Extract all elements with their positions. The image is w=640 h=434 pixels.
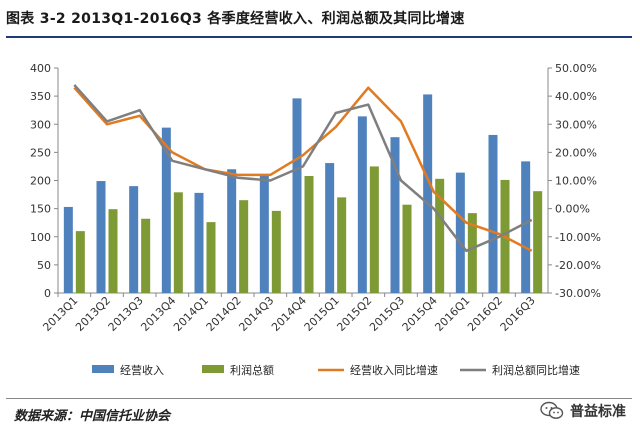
wechat-icon (540, 401, 564, 419)
legend-label: 经营收入 (120, 363, 164, 377)
bar-profit (75, 231, 85, 293)
bar-revenue (259, 174, 269, 293)
y-right-tick-label: 40.00% (555, 90, 597, 103)
y-right-tick-label: 0.00% (555, 203, 590, 216)
title-divider (6, 36, 632, 38)
bar-revenue (488, 134, 498, 293)
bar-revenue (390, 137, 400, 293)
watermark-text: 普益标准 (570, 404, 626, 420)
x-tick-label: 2016Q2 (465, 294, 505, 334)
legend-label: 利润总额 (230, 363, 274, 377)
bar-profit (467, 213, 477, 293)
bar-revenue (227, 169, 237, 293)
bar-revenue (292, 98, 302, 293)
x-tick-label: 2015Q1 (302, 294, 342, 334)
bar-profit (533, 191, 543, 293)
watermark: 普益标准 (540, 401, 626, 421)
y-right-tick-label: -10.00% (555, 231, 601, 244)
y-left-tick-label: 50 (37, 259, 51, 272)
legend-label: 利润总额同比增速 (492, 363, 580, 377)
bar-profit (239, 200, 249, 293)
y-right-tick-label: 10.00% (555, 175, 597, 188)
bar-profit (435, 178, 445, 293)
legend-swatch (202, 365, 224, 373)
y-left-tick-label: 150 (30, 203, 51, 216)
bar-profit (304, 176, 314, 293)
y-left-tick-label: 250 (30, 146, 51, 159)
legend-swatch (92, 365, 114, 373)
legend-label: 经营收入同比增速 (350, 363, 438, 377)
y-right-tick-label: 20.00% (555, 146, 597, 159)
data-source: 数据来源：中国信托业协会 (14, 409, 171, 424)
bar-profit (108, 209, 118, 293)
bar-revenue (161, 127, 171, 293)
y-left-tick-label: 0 (44, 287, 51, 300)
bar-profit (141, 218, 151, 293)
x-tick-label: 2015Q2 (334, 294, 374, 334)
y-left-tick-label: 350 (30, 90, 51, 103)
x-tick-label: 2016Q1 (432, 294, 472, 334)
line-profit-growth (73, 84, 533, 253)
y-right-tick-label: 50.00% (555, 62, 597, 75)
x-tick-label: 2013Q3 (106, 294, 146, 334)
bar-revenue (96, 181, 106, 293)
footer-divider (6, 398, 632, 399)
bar-profit (337, 197, 347, 293)
bar-revenue (455, 172, 465, 293)
bar-profit (402, 204, 412, 293)
bar-profit (271, 210, 281, 293)
bar-revenue (521, 161, 531, 293)
y-left-tick-label: 300 (30, 118, 51, 131)
x-tick-label: 2014Q4 (269, 294, 309, 334)
x-tick-label: 2014Q3 (236, 294, 276, 334)
bar-profit (369, 166, 379, 293)
x-tick-label: 2014Q1 (171, 294, 211, 334)
x-tick-label: 2013Q2 (73, 294, 113, 334)
y-right-tick-label: 30.00% (555, 118, 597, 131)
bar-revenue (194, 192, 204, 293)
x-tick-label: 2015Q3 (367, 294, 407, 334)
bar-profit (206, 222, 216, 293)
x-tick-label: 2014Q2 (204, 294, 244, 334)
bar-revenue (423, 94, 433, 293)
y-left-tick-label: 400 (30, 62, 51, 75)
bar-revenue (325, 163, 335, 293)
combo-chart: 0 50 100 150 200 250 300 350 400 -30.00% -20.00% -1… (30, 62, 601, 377)
chart-title: 图表 3-2 2013Q1-2016Q3 各季度经营收入、利润总额及其同比增速 (6, 11, 465, 27)
y-right-tick-label: -20.00% (555, 259, 601, 272)
bar-revenue (63, 206, 73, 293)
bar-revenue (357, 116, 367, 293)
y-right-tick-label: -30.00% (555, 287, 601, 300)
x-tick-label: 2016Q3 (498, 294, 538, 334)
y-left-tick-label: 100 (30, 231, 51, 244)
x-tick-label: 2015Q4 (400, 294, 440, 334)
y-left-tick-label: 200 (30, 175, 51, 188)
x-tick-label: 2013Q4 (138, 294, 178, 334)
bar-revenue (129, 186, 139, 293)
bar-profit (173, 192, 183, 293)
